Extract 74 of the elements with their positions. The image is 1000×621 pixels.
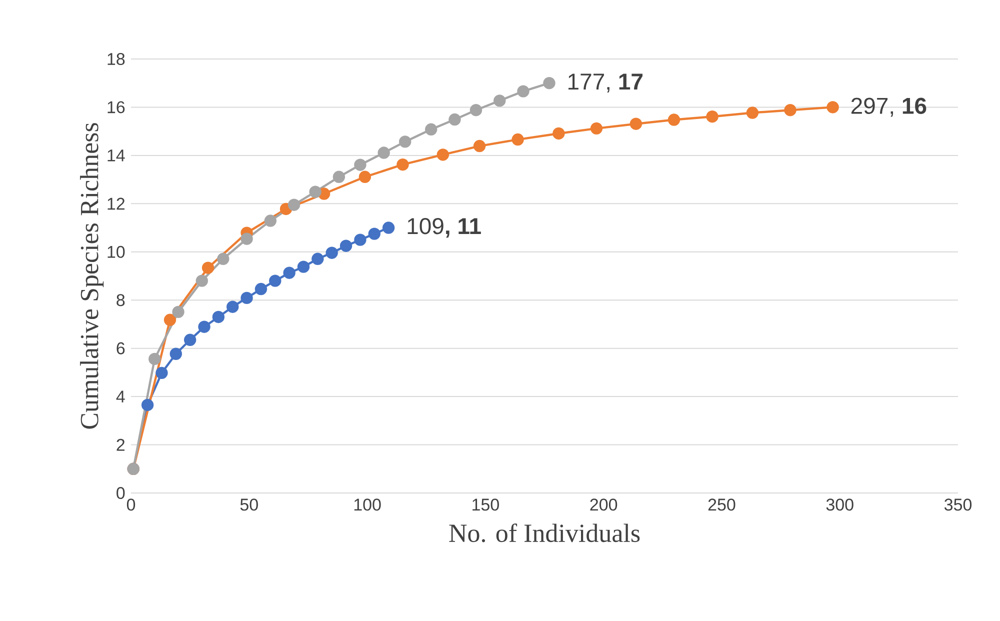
point: [264, 214, 277, 227]
point: [436, 148, 449, 161]
point: [332, 170, 346, 183]
point: [378, 146, 390, 159]
point: [156, 366, 168, 380]
point: [326, 246, 338, 259]
x-tick-label: 0: [126, 498, 136, 511]
point: [784, 104, 796, 116]
point: [283, 266, 296, 279]
point: [309, 186, 322, 198]
point: [826, 101, 839, 114]
y-tick-label: 14: [108, 150, 125, 162]
y-tick-label: 4: [116, 390, 125, 402]
point: [358, 170, 372, 183]
point: [340, 240, 352, 252]
point: [217, 252, 230, 265]
point: [746, 106, 759, 119]
x-tick-label: 350: [944, 498, 972, 511]
point: [512, 133, 524, 146]
point: [424, 123, 438, 136]
point: [448, 113, 461, 126]
point: [212, 310, 225, 324]
point: [148, 352, 161, 366]
point: [517, 85, 530, 98]
point: [269, 274, 282, 287]
y-tick-label: 10: [108, 246, 125, 258]
point: [668, 114, 680, 126]
point: [196, 274, 208, 287]
point: [552, 127, 565, 140]
x-tick-label: 250: [708, 498, 736, 511]
x-axis-title: No. of Individuals: [449, 524, 640, 542]
point: [172, 306, 184, 318]
y-tick-label: 2: [116, 438, 124, 451]
point: [470, 104, 482, 116]
point: [396, 158, 409, 171]
point: [184, 334, 196, 346]
point: [226, 300, 239, 313]
annotation: 177, 17: [568, 74, 642, 92]
y-tick-label: 12: [108, 198, 124, 210]
point: [354, 158, 366, 171]
point: [288, 198, 300, 211]
point: [590, 122, 603, 135]
point: [240, 232, 253, 245]
point: [141, 398, 154, 412]
point: [164, 314, 176, 326]
point: [543, 77, 556, 90]
x-tick-label: 50: [240, 498, 258, 511]
point: [473, 140, 486, 152]
point: [398, 136, 412, 148]
y-tick-label: 18: [108, 52, 125, 66]
annotation: 109, 11: [408, 218, 481, 238]
point: [706, 110, 718, 123]
point: [170, 348, 182, 360]
y-axis-title: Cumulative Species Richness: [80, 123, 104, 429]
y-tick-label: 16: [108, 101, 125, 114]
point: [312, 252, 324, 265]
point: [254, 282, 268, 296]
y-tick-label: 0: [116, 486, 125, 500]
annotation: 297, 16: [851, 98, 926, 117]
y-tick-label: 8: [116, 294, 125, 306]
point: [198, 320, 210, 333]
point: [297, 260, 310, 273]
point: [354, 234, 366, 246]
y-tick-label: 6: [116, 342, 125, 354]
point: [368, 228, 380, 240]
x-tick-label: 300: [826, 498, 854, 511]
x-tick-label: 150: [472, 498, 499, 511]
point: [630, 118, 642, 130]
point: [202, 262, 214, 274]
point: [240, 292, 253, 304]
point: [382, 222, 395, 234]
x-tick-label: 200: [590, 498, 618, 511]
point: [494, 94, 506, 107]
x-tick-label: 100: [354, 498, 381, 511]
